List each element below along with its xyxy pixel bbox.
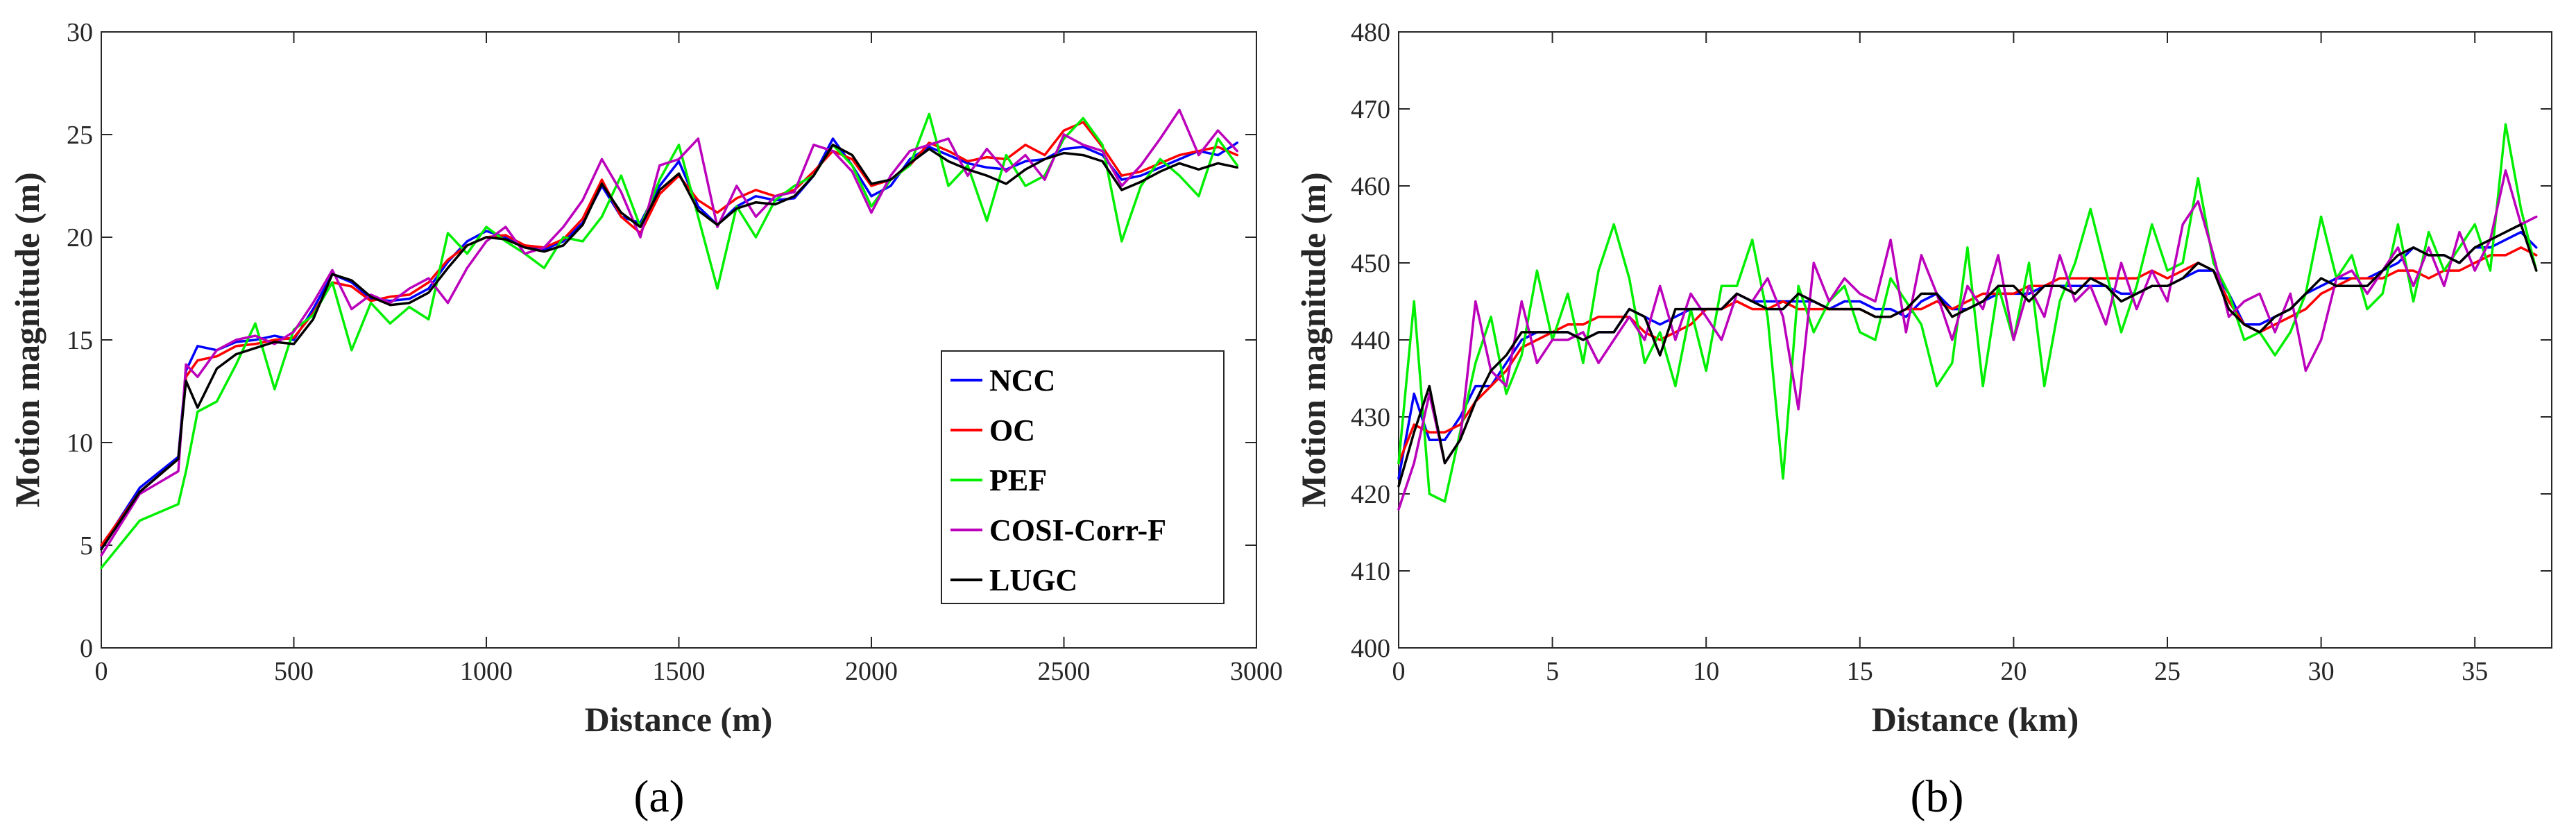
legend-label-lugc: LUGC (989, 563, 1077, 597)
x-tick-label-a: 500 (274, 657, 314, 686)
y-tick-label-b: 460 (1351, 172, 1390, 201)
y-tick-label-a: 25 (67, 121, 93, 150)
x-tick-label-a: 1000 (460, 657, 513, 686)
panel-b: 0 5 10 15 20 25 30 35 400 410 420 430 440 450 460 470 48… (1294, 18, 2552, 822)
x-tick-label-b: 30 (2308, 657, 2335, 686)
y-tick-label-a: 30 (67, 18, 93, 47)
x-tick-label-b: 10 (1693, 657, 1719, 686)
axis-ticks-b: 0 5 10 15 20 25 30 35 400 410 420 430 440 450 460 470 48… (1351, 18, 2552, 686)
y-tick-label-a: 20 (67, 223, 93, 252)
panel-label-a: (a) (633, 771, 684, 822)
y-tick-label-b: 430 (1351, 403, 1390, 432)
y-axis-label-a: Motion magnitude (m) (8, 172, 46, 507)
series-line-cosi-corr-f-a (100, 108, 1239, 557)
x-tick-label-b: 35 (2462, 657, 2488, 686)
x-tick-label-a: 0 (95, 657, 108, 686)
y-tick-label-b: 450 (1351, 249, 1390, 278)
series-line-pef-b (1397, 123, 2538, 503)
y-tick-label-b: 480 (1351, 18, 1390, 47)
x-tick-label-b: 0 (1392, 657, 1406, 686)
x-tick-label-b: 25 (2154, 657, 2181, 686)
y-tick-label-b: 410 (1351, 557, 1390, 586)
x-tick-label-a: 2500 (1038, 657, 1091, 686)
x-axis-label-a: Distance (m) (585, 700, 773, 739)
series-lines-a (100, 108, 1239, 569)
series-line-lugc-a (100, 144, 1239, 551)
y-tick-label-a: 5 (80, 531, 93, 560)
legend-label-oc: OC (989, 413, 1035, 447)
y-tick-label-b: 440 (1351, 326, 1390, 355)
y-tick-label-b: 400 (1351, 634, 1390, 663)
x-axis-label-b: Distance (km) (1872, 700, 2079, 739)
x-tick-label-b: 20 (2000, 657, 2027, 686)
x-tick-label-b: 15 (1847, 657, 1873, 686)
series-line-lugc-b (1397, 223, 2538, 488)
y-tick-label-b: 470 (1351, 95, 1390, 124)
legend-label-cosi-corr-f: COSI-Corr-F (989, 513, 1166, 547)
y-tick-label-a: 0 (80, 634, 93, 663)
x-tick-label-a: 3000 (1230, 657, 1283, 686)
y-tick-label-b: 420 (1351, 480, 1390, 509)
x-tick-label-b: 5 (1546, 657, 1559, 686)
axis-ticks-a: 0 500 1000 1500 2000 2500 3000 0 5 10 15 20 25 30 (67, 18, 1283, 686)
series-lines-b (1397, 123, 2538, 511)
series-line-oc-b (1397, 246, 2538, 465)
plot-area-b (1398, 31, 2552, 649)
legend-label-ncc: NCC (989, 363, 1055, 397)
legend-label-pef: PEF (989, 463, 1047, 497)
y-axis-label-b: Motion magnitude (m) (1294, 172, 1333, 507)
panel-a: 0 500 1000 1500 2000 2500 3000 0 5 10 15 20 25 30 Dis… (8, 18, 1283, 822)
legend: NCC OC PEF COSI-Corr-F LUGC (941, 350, 1225, 604)
series-line-cosi-corr-f-b (1397, 169, 2538, 511)
x-tick-label-a: 2000 (845, 657, 898, 686)
panel-label-b: (b) (1911, 771, 1964, 822)
y-tick-label-a: 15 (67, 326, 93, 355)
legend-box (941, 350, 1225, 604)
y-tick-label-a: 10 (67, 429, 93, 458)
x-tick-label-a: 1500 (653, 657, 706, 686)
